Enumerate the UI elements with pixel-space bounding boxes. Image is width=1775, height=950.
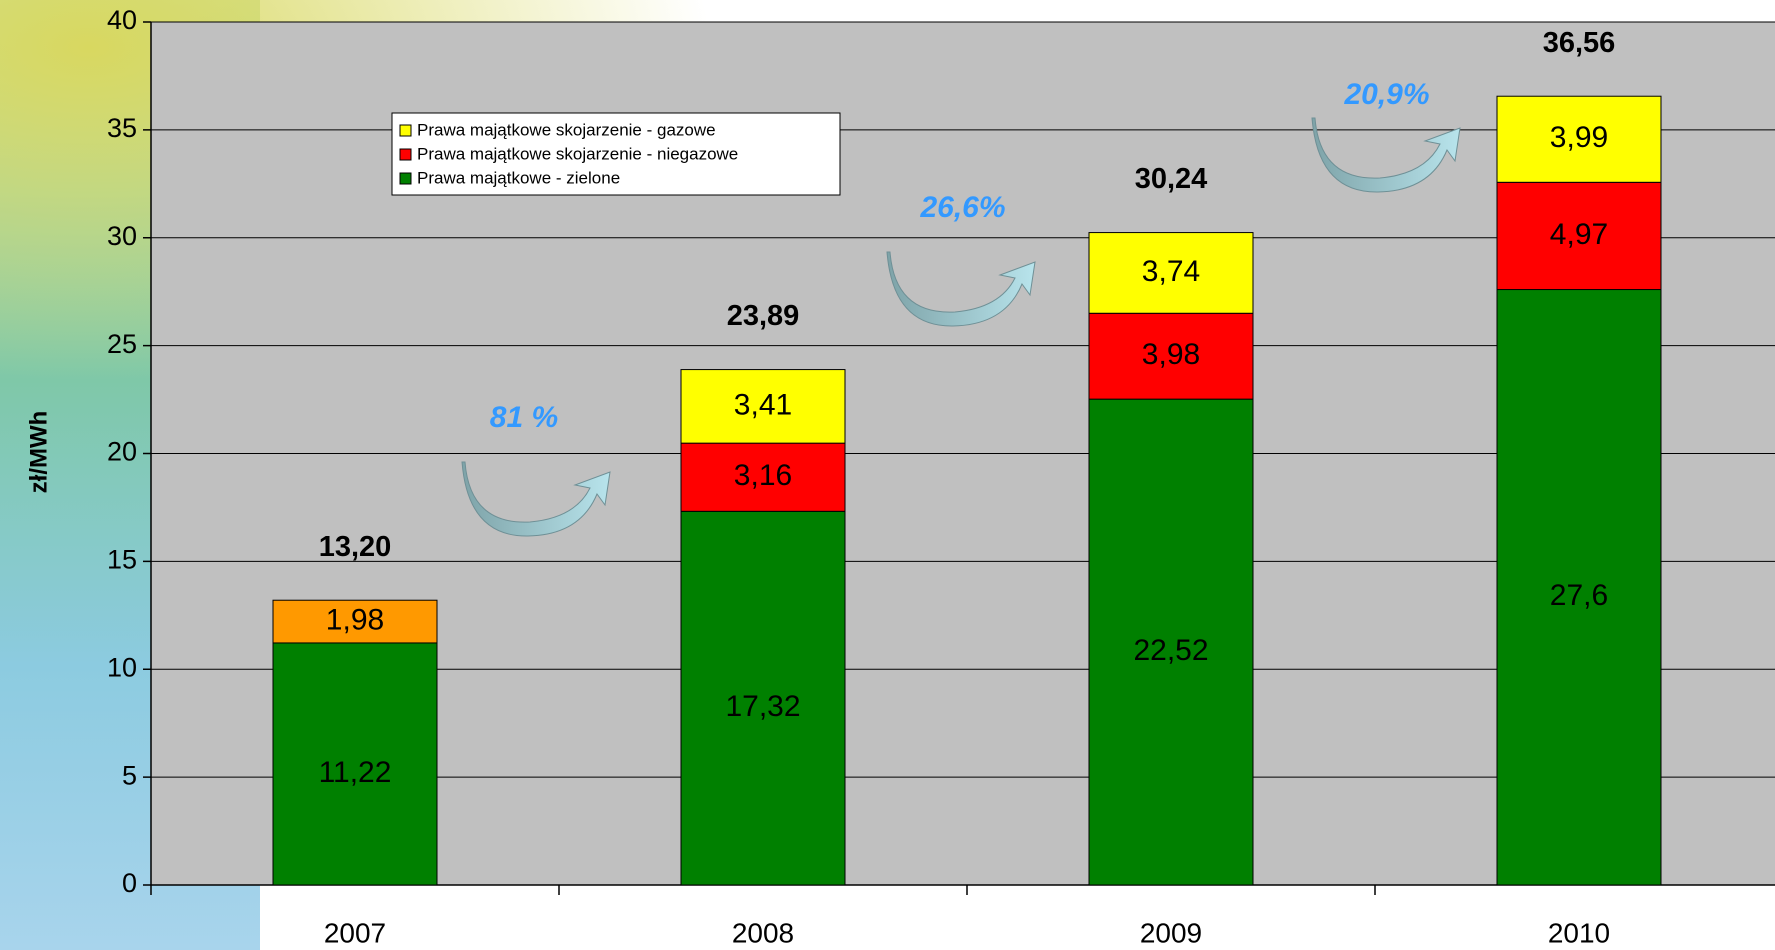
- legend-label: Prawa majątkowe skojarzenie - niegazowe: [417, 144, 738, 163]
- value-label: 3,41: [734, 388, 792, 421]
- value-label: 27,6: [1550, 579, 1608, 612]
- value-label: 3,16: [734, 459, 792, 492]
- legend-label: Prawa majątkowe skojarzenie - gazowe: [417, 120, 716, 139]
- legend-label: Prawa majątkowe - zielone: [417, 168, 620, 187]
- x-tick-label: 2008: [732, 917, 794, 948]
- value-label: 3,74: [1142, 255, 1200, 288]
- plot: 0 5 10 15 20 25 30 35 40 2007 11,22 1,98 13,20 2008 17…: [107, 5, 1775, 948]
- legend-swatch: [400, 149, 411, 160]
- total-label: 36,56: [1543, 27, 1616, 59]
- y-tick-label: 0: [122, 868, 137, 898]
- y-axis-label: zł/MWh: [25, 411, 52, 494]
- y-tick-label: 15: [107, 545, 137, 575]
- value-label: 17,32: [725, 690, 800, 723]
- total-label: 23,89: [727, 300, 800, 332]
- chart: 0 5 10 15 20 25 30 35 40 2007 11,22 1,98 13,20 2008 17…: [0, 0, 1775, 950]
- y-tick-label: 30: [107, 221, 137, 251]
- value-label: 3,98: [1142, 338, 1200, 371]
- y-tick-label: 25: [107, 329, 137, 359]
- x-tick-label: 2009: [1140, 917, 1202, 948]
- x-tick-label: 2007: [324, 917, 386, 948]
- total-label: 13,20: [319, 531, 392, 563]
- y-tick-label: 10: [107, 652, 137, 682]
- value-label: 11,22: [319, 756, 392, 789]
- growth-annotation: 81 %: [490, 401, 558, 434]
- value-label: 22,52: [1133, 634, 1208, 667]
- value-label: 1,98: [326, 603, 384, 636]
- y-tick-label: 40: [107, 5, 137, 35]
- y-tick-label: 20: [107, 437, 137, 467]
- growth-annotation: 20,9%: [1343, 78, 1429, 111]
- value-label: 3,99: [1550, 121, 1608, 154]
- value-label: 4,97: [1550, 218, 1608, 251]
- y-tick-label: 35: [107, 113, 137, 143]
- total-label: 30,24: [1135, 163, 1208, 195]
- growth-annotation: 26,6%: [919, 191, 1005, 224]
- y-tick-label: 5: [122, 760, 137, 790]
- legend-swatch: [400, 173, 411, 184]
- x-tick-label: 2010: [1548, 917, 1610, 948]
- legend-swatch: [400, 125, 411, 136]
